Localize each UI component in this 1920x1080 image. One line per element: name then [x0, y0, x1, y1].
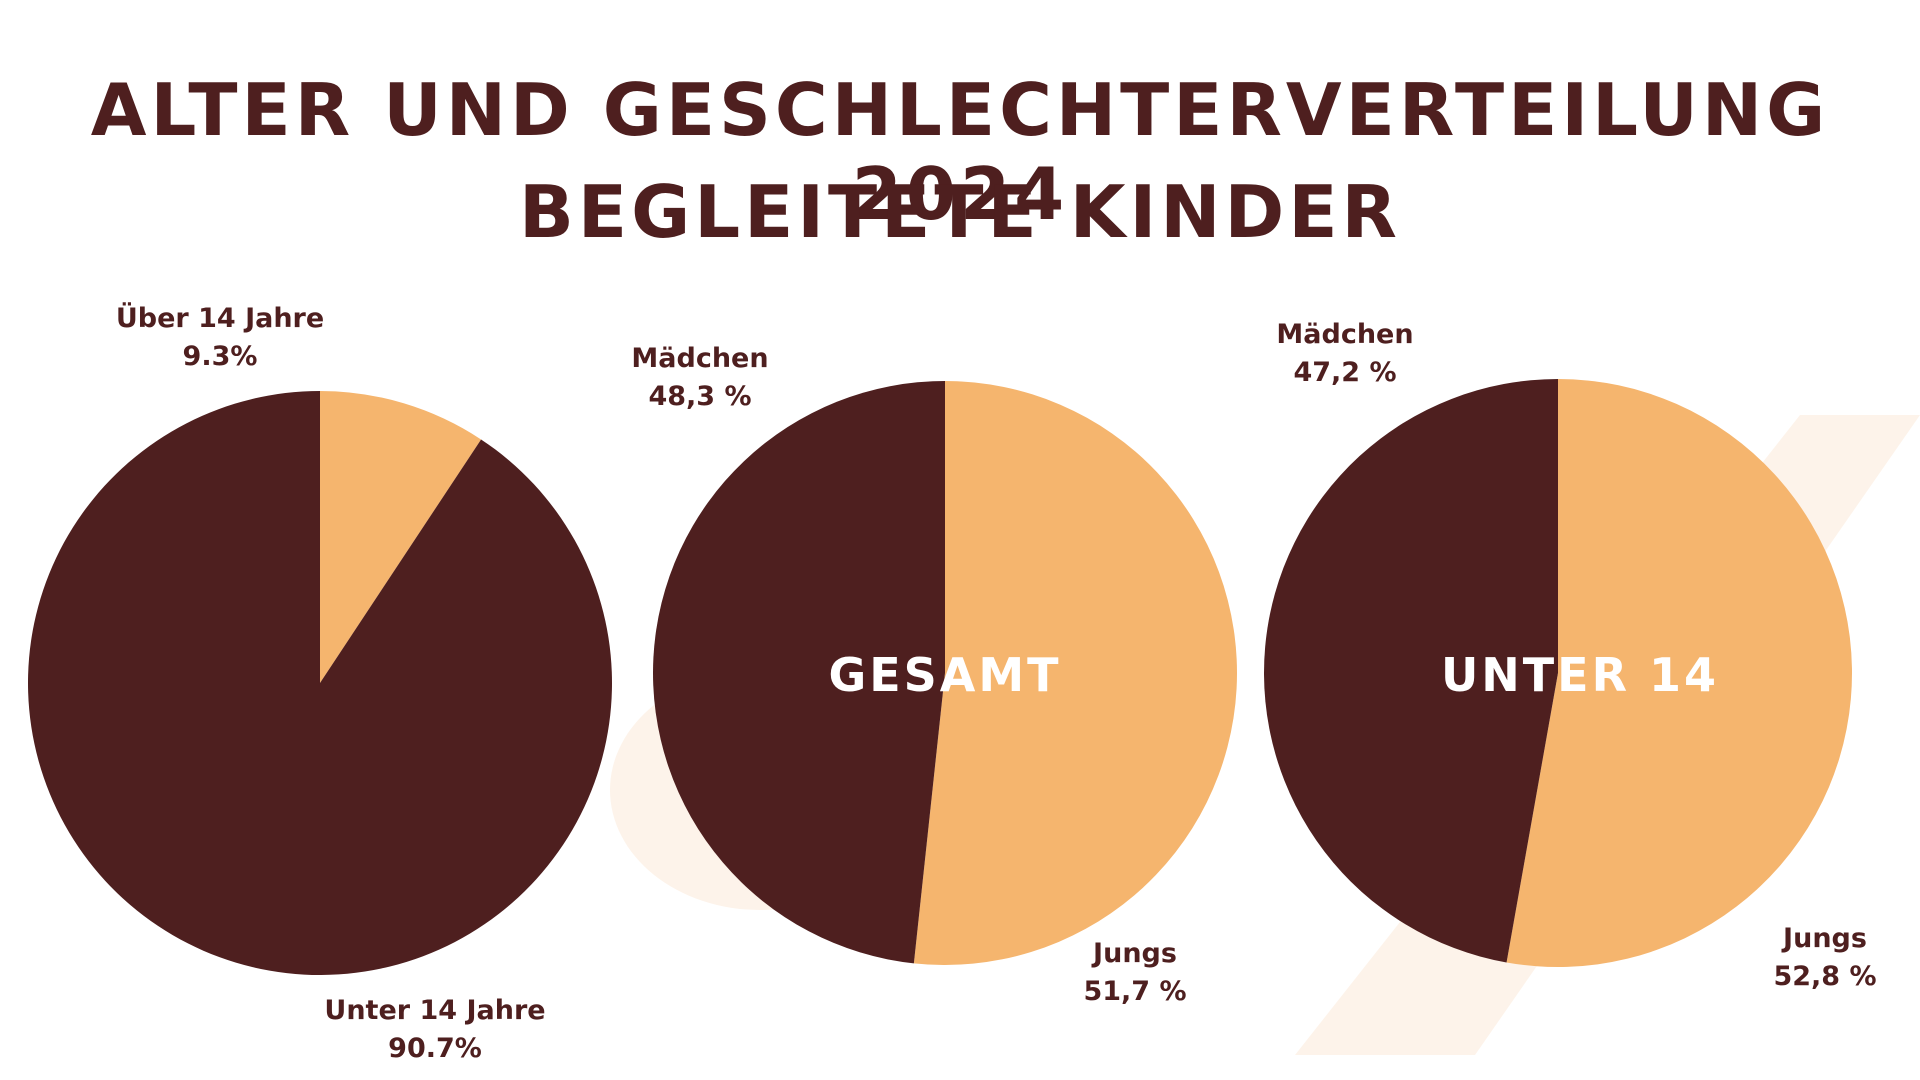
- slice-label-value: 9.3%: [182, 341, 258, 372]
- slice-label-name: Mädchen: [631, 343, 769, 374]
- pie-slice-3-2: [1264, 379, 1558, 963]
- pie-slice-1-1: [320, 391, 482, 683]
- slice-label-name: Über 14 Jahre: [115, 303, 325, 334]
- slice-label-value: 90.7%: [388, 1033, 482, 1064]
- slice-label-name: Mädchen: [1276, 319, 1414, 350]
- slice-label-ueber-14: Über 14 Jahre 9.3%: [110, 300, 330, 376]
- pie-slice-2-2: [653, 381, 945, 964]
- slice-label-unter-14: Unter 14 Jahre 90.7%: [305, 992, 565, 1068]
- slice-label-value: 52,8 %: [1773, 961, 1877, 992]
- chart-subtitle: BEGLEITETE KINDER: [519, 170, 1401, 254]
- pie-slice-1-2: [28, 391, 613, 975]
- chart-title: ALTER UND GESCHLECHTERVERTEILUNG 2024: [90, 68, 1830, 236]
- slice-label-maedchen: Mädchen 48,3 %: [600, 340, 800, 416]
- slice-label-value: 47,2 %: [1293, 357, 1397, 388]
- pie-slice-3-1: [1506, 379, 1853, 968]
- slice-label-value: 48,3 %: [648, 381, 752, 412]
- pie-slice-2-1: [913, 381, 1238, 966]
- slice-label-name: Jungs: [1783, 923, 1867, 954]
- slice-label-maedchen: Mädchen 47,2 %: [1245, 316, 1445, 392]
- pie-center-label-gesamt: GESAMT: [828, 648, 1062, 702]
- slice-label-value: 51,7 %: [1083, 976, 1187, 1007]
- slice-label-jungs: Jungs 51,7 %: [1040, 935, 1230, 1011]
- slice-label-name: Unter 14 Jahre: [324, 995, 546, 1026]
- slice-label-name: Jungs: [1093, 938, 1177, 969]
- slice-label-jungs: Jungs 52,8 %: [1730, 920, 1920, 996]
- pie-center-label-unter-14: UNTER 14: [1440, 648, 1720, 702]
